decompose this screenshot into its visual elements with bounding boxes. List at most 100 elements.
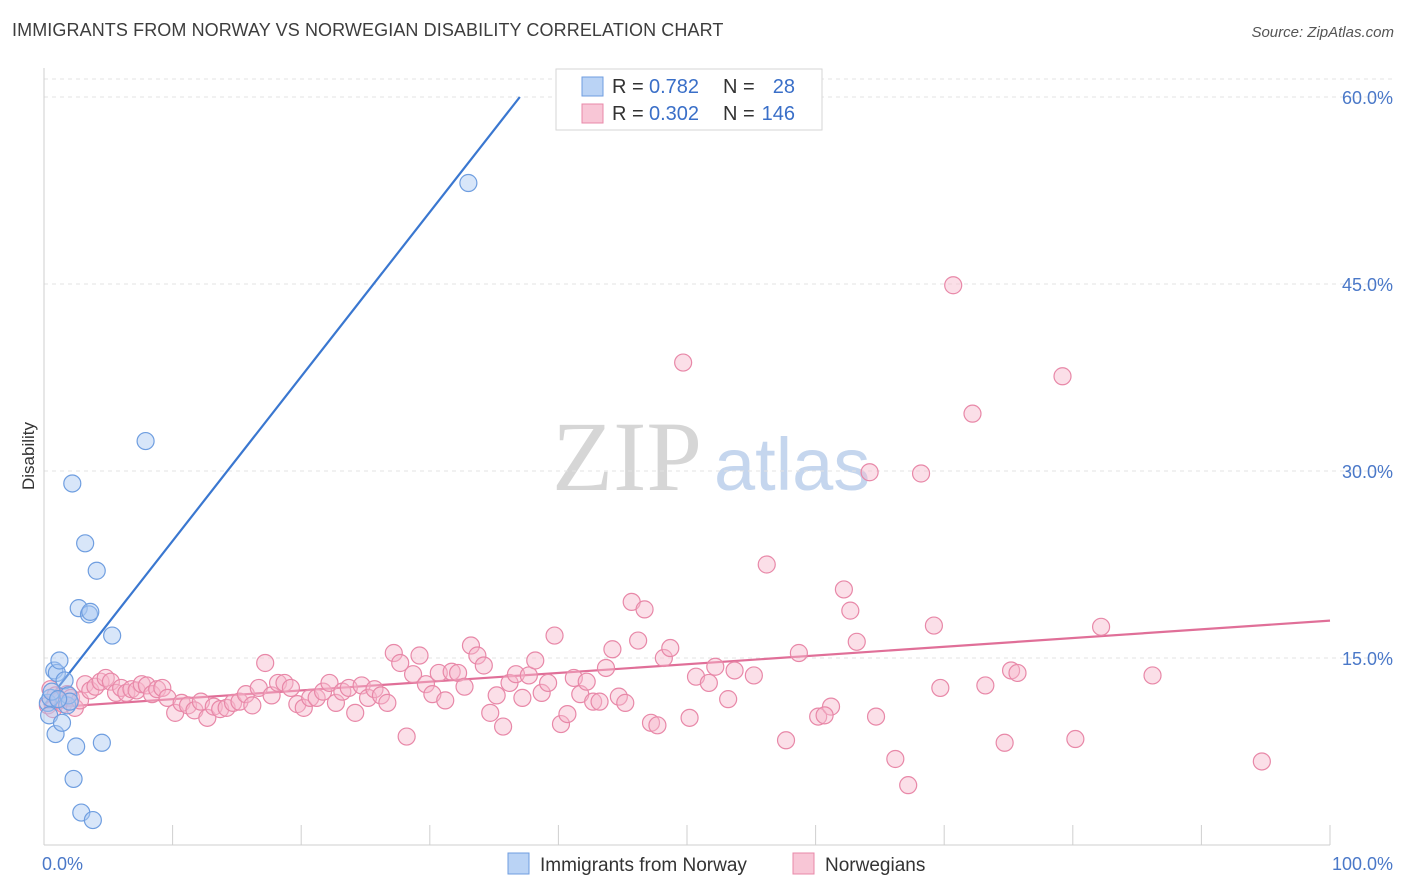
point-norwegians — [487, 686, 506, 705]
point-norway — [60, 692, 79, 711]
point-norwegians — [158, 688, 177, 707]
chart-title: IMMIGRANTS FROM NORWAY VS NORWEGIAN DISA… — [12, 20, 724, 40]
chart-source: Source: ZipAtlas.com — [1251, 24, 1394, 41]
y-axis-title: Disability — [19, 421, 38, 490]
point-norwegians — [654, 648, 673, 668]
point-norwegians — [841, 601, 860, 620]
point-norwegians — [860, 463, 879, 482]
point-norwegians — [603, 640, 622, 659]
bottom-legend-label-norwegians: Norwegians — [825, 855, 925, 876]
legend-n-label: N = — [723, 76, 755, 98]
point-norwegians — [346, 703, 365, 722]
point-norwegians — [532, 683, 551, 703]
axes — [43, 68, 1331, 846]
point-norwegians — [137, 676, 156, 695]
point-norwegians — [776, 731, 796, 750]
point-norwegians — [526, 651, 545, 670]
legend-swatch-norwegians — [581, 103, 604, 124]
point-norwegians — [924, 616, 944, 635]
point-norwegians — [468, 646, 487, 665]
point-norwegians — [391, 653, 410, 673]
point-norway — [49, 690, 68, 709]
stats-legend: R = 0.782 N = 28 R = 0.302 N = 146 — [555, 68, 823, 131]
point-norwegians — [577, 672, 596, 691]
point-norwegians — [931, 678, 950, 698]
point-norway — [63, 474, 82, 493]
point-norwegians — [590, 692, 609, 711]
point-norwegians — [545, 626, 564, 645]
point-norwegians — [442, 662, 461, 681]
bottom-legend-label-norway: Immigrants from Norway — [540, 855, 747, 876]
point-norwegians — [976, 676, 995, 695]
x-tick-label-min: 0.0% — [42, 854, 83, 874]
point-norwegians — [706, 657, 725, 676]
watermark-zip: ZIP — [552, 401, 702, 512]
point-norwegians — [725, 661, 744, 680]
point-norwegians — [243, 696, 262, 715]
point-norwegians — [635, 600, 654, 619]
point-norwegians — [1066, 729, 1085, 749]
point-norway — [76, 534, 95, 553]
point-norway — [103, 626, 122, 645]
point-norwegians — [847, 632, 866, 651]
point-norwegians — [455, 677, 474, 696]
legend-r-value-norwegians: 0.302 — [649, 103, 699, 125]
point-norway — [92, 733, 111, 752]
point-norwegians — [944, 276, 963, 295]
point-norwegians — [153, 678, 172, 698]
point-norwegians — [198, 708, 217, 727]
series-legend: Immigrants from Norway Norwegians — [507, 852, 925, 876]
point-norwegians — [539, 673, 558, 693]
point-norwegians — [674, 353, 693, 372]
bottom-legend-swatch-norwegians — [792, 852, 815, 875]
point-norwegians — [789, 643, 808, 663]
point-norwegians — [648, 716, 667, 735]
trend-line-norway — [43, 96, 521, 707]
point-norway — [83, 810, 102, 830]
point-norwegians — [680, 708, 699, 727]
legend-n-label: N = — [723, 103, 755, 125]
point-norwegians — [481, 703, 500, 722]
point-norwegians — [494, 717, 513, 736]
point-norwegians — [815, 706, 834, 725]
point-norwegians — [101, 672, 120, 691]
watermark-atlas: atlas — [714, 423, 870, 506]
point-norwegians — [429, 663, 448, 683]
trend-lines — [43, 96, 1331, 709]
point-norwegians — [1091, 617, 1111, 636]
point-norwegians — [403, 665, 423, 684]
point-norwegians — [436, 691, 455, 710]
point-norwegians — [899, 776, 918, 795]
legend-swatch-norway — [581, 76, 604, 97]
bottom-legend-swatch-norway — [507, 852, 530, 875]
point-norwegians — [744, 666, 763, 685]
point-norway — [41, 688, 60, 707]
point-norway — [55, 671, 74, 690]
point-norwegians — [699, 673, 718, 693]
point-norwegians — [384, 643, 403, 663]
point-norwegians — [584, 692, 603, 711]
point-norwegians — [886, 749, 905, 769]
data-points — [38, 173, 1271, 830]
point-norway — [459, 173, 478, 193]
point-norwegians — [963, 404, 982, 423]
point-norwegians — [1053, 367, 1072, 386]
point-norway — [46, 724, 65, 744]
legend-r-label: R = — [612, 103, 644, 125]
point-norwegians — [223, 693, 243, 712]
point-norwegians — [474, 656, 493, 675]
point-norwegians — [995, 733, 1014, 752]
point-norwegians — [513, 688, 532, 707]
point-norwegians — [596, 658, 616, 678]
legend-n-value-norway: 28 — [773, 76, 795, 98]
point-norwegians — [294, 698, 313, 717]
point-norwegians — [558, 704, 577, 724]
point-norwegians — [371, 686, 391, 705]
point-norwegians — [256, 653, 275, 673]
grid-lines — [44, 78, 1394, 659]
y-tick-label: 30.0% — [1342, 462, 1393, 482]
point-norwegians — [911, 464, 931, 483]
point-norwegians — [719, 690, 738, 709]
point-norway — [81, 602, 100, 621]
